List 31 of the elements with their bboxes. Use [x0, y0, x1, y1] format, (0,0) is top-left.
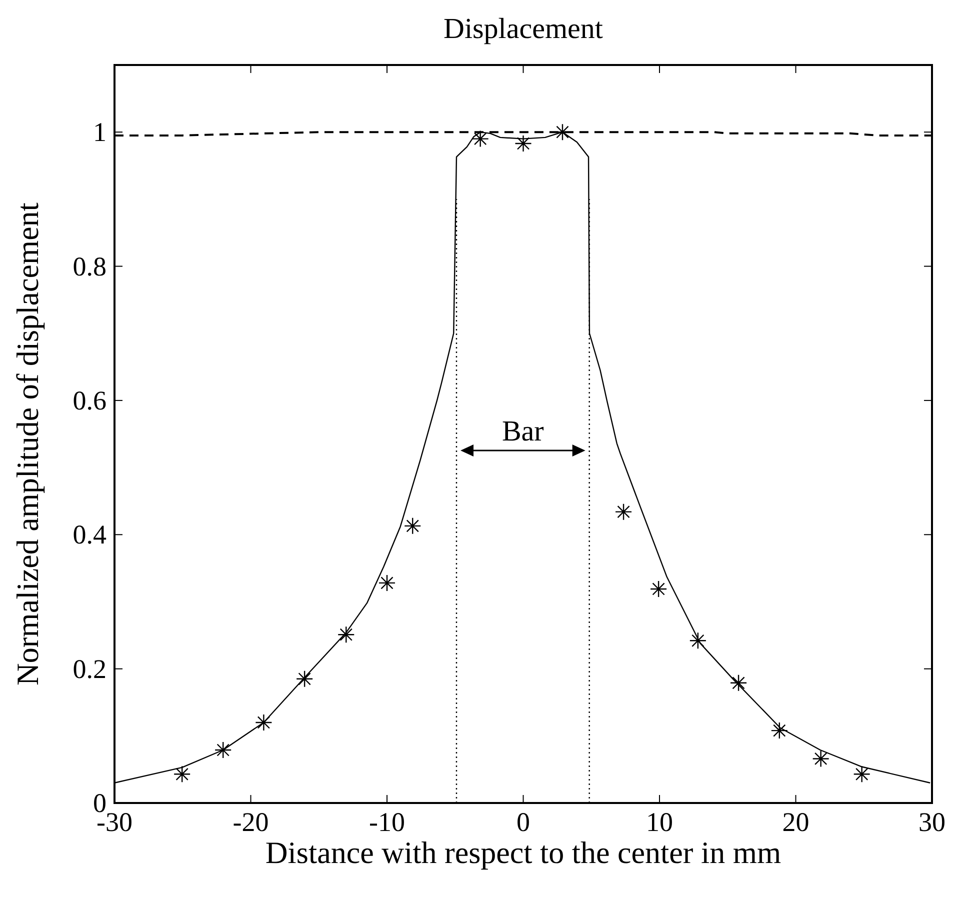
point [689, 632, 707, 650]
point [214, 741, 232, 759]
point [255, 714, 272, 732]
x-tick-label: 0 [516, 807, 530, 837]
point [770, 722, 788, 740]
x-tick-label: 20 [782, 807, 810, 837]
y-tick-label: 0.2 [72, 654, 106, 684]
point [853, 766, 870, 783]
point [404, 517, 422, 535]
annotation: Bar [502, 415, 544, 448]
chart-title: Displacement [444, 13, 603, 45]
x-tick-label: 10 [646, 807, 673, 837]
point [378, 574, 396, 592]
x-tick-label: 30 [918, 807, 946, 837]
point [296, 670, 314, 688]
x-tick-label: -10 [369, 807, 405, 837]
y-tick-label: 0.4 [72, 520, 107, 550]
y-tick-label: 1 [93, 117, 106, 148]
y-tick-label: 0.6 [72, 385, 106, 416]
point [650, 580, 668, 598]
point [730, 674, 748, 692]
x-tick-label: -20 [232, 807, 269, 837]
y-axis-title: Normalized amplitude of displacement [10, 202, 45, 686]
point [338, 626, 355, 644]
point [812, 750, 830, 768]
point [614, 503, 632, 520]
point [472, 130, 489, 148]
x-axis-title: Distance with respect to the center in mm [265, 835, 782, 870]
y-tick-label: 0.8 [72, 251, 106, 282]
point [514, 134, 532, 152]
point [173, 766, 191, 783]
